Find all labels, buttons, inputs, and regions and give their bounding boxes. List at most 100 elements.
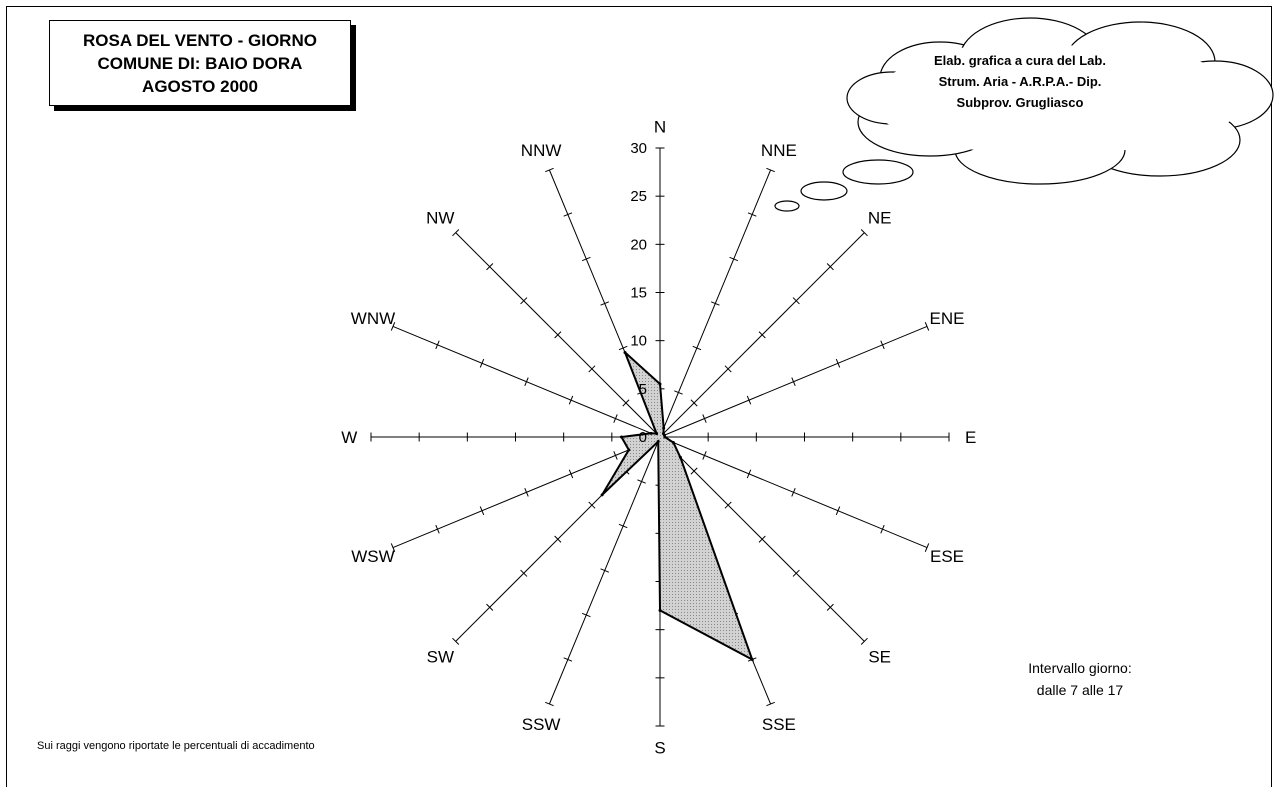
- radial-tick-label-30: 30: [630, 140, 647, 157]
- direction-label-ssw: SSW: [522, 715, 561, 734]
- tick-ene-1: [702, 414, 707, 423]
- tick-ene-5: [880, 340, 885, 350]
- tick-ssw-6: [545, 701, 554, 707]
- tick-nw-2: [588, 365, 596, 373]
- tick-se-1: [690, 467, 698, 475]
- cloud-bubble-core: [870, 45, 1240, 155]
- interval-line-1: Intervallo giorno:: [1028, 660, 1132, 676]
- tick-nw-3: [554, 331, 562, 339]
- direction-label-nw: NW: [426, 208, 454, 227]
- tick-nw-6: [452, 229, 460, 237]
- chart-frame: [6, 6, 1272, 787]
- data-point-sw: [600, 493, 604, 497]
- tick-sse-6: [766, 701, 775, 707]
- direction-label-n: N: [654, 117, 666, 136]
- tick-ne-5: [826, 263, 834, 271]
- direction-label-e: E: [965, 428, 976, 447]
- tick-ese-2: [746, 469, 752, 479]
- data-point-w: [619, 435, 623, 439]
- tick-sw-4: [520, 569, 528, 577]
- tick-wnw-6: [390, 322, 396, 331]
- data-point-nw: [655, 432, 659, 436]
- direction-label-ene: ENE: [930, 309, 965, 328]
- tick-ese-1: [702, 451, 707, 460]
- credit-line-3: Subprov. Grugliasco: [956, 95, 1084, 110]
- data-point-ese: [671, 441, 675, 445]
- tick-se-4: [792, 569, 800, 577]
- tick-ne-2: [724, 365, 732, 373]
- tick-sw-2: [588, 501, 596, 509]
- radial-tick-label-25: 25: [630, 188, 647, 205]
- direction-labels: N NNE NE ENE E ESE SE SSE S SSW SW WSW W WNW NW NNW: [341, 117, 976, 757]
- tick-ese-3: [791, 487, 796, 497]
- data-point-se: [678, 455, 682, 459]
- data-point-nnw: [623, 350, 627, 354]
- direction-label-se: SE: [868, 648, 891, 667]
- tick-wsw-2: [568, 469, 574, 479]
- tick-ssw-5: [563, 657, 573, 662]
- tick-ssw-4: [581, 612, 591, 618]
- tick-nne-5: [747, 212, 757, 217]
- tick-wnw-3: [524, 377, 529, 387]
- tick-nne-6: [766, 167, 775, 173]
- tick-nnw-2: [618, 345, 628, 351]
- thought-dots: [774, 159, 914, 212]
- tick-nnw-5: [563, 212, 573, 217]
- tick-ne-1: [690, 399, 698, 407]
- tick-se-2: [724, 501, 732, 509]
- tick-ne-4: [792, 297, 800, 305]
- radial-tick-label-15: 15: [630, 285, 647, 302]
- tick-ssw-3: [600, 568, 610, 573]
- tick-se-3: [758, 535, 766, 543]
- tick-nw-4: [520, 297, 528, 305]
- tick-nne-1: [674, 390, 683, 395]
- credit-text: Elab. grafica a cura del Lab. Strum. Ari…: [900, 50, 1140, 113]
- interval-line-2: dalle 7 alle 17: [1036, 682, 1124, 698]
- tick-ssw-1: [637, 479, 646, 484]
- tick-se-6: [860, 637, 868, 645]
- data-area: [600, 350, 755, 662]
- direction-label-sse: SSE: [762, 715, 796, 734]
- tick-ene-4: [835, 358, 841, 368]
- tick-sw-5: [486, 603, 494, 611]
- chart-title-line-3: AGOSTO 2000: [142, 76, 258, 96]
- interval-note: Intervallo giorno: dalle 7 alle 17: [1010, 657, 1150, 701]
- tick-sw-3: [554, 535, 562, 543]
- tick-ese-6: [924, 543, 930, 552]
- direction-label-ne: NE: [868, 208, 892, 227]
- tick-ese-5: [880, 524, 885, 534]
- direction-label-wnw: WNW: [351, 309, 395, 328]
- tick-nne-4: [729, 256, 739, 262]
- tick-ne-3: [758, 331, 766, 339]
- direction-label-sw: SW: [427, 648, 454, 667]
- direction-label-nne: NNE: [761, 141, 797, 160]
- data-point-ssw: [656, 439, 660, 443]
- data-point-nne: [662, 426, 666, 430]
- data-point-sse: [750, 658, 754, 662]
- data-point-s: [658, 608, 662, 612]
- direction-label-nnw: NNW: [521, 141, 562, 160]
- tick-wsw-3: [524, 487, 529, 497]
- data-polygon: [601, 351, 755, 662]
- tick-ene-6: [924, 322, 930, 331]
- data-point-n: [658, 382, 662, 386]
- tick-nne-3: [710, 301, 720, 306]
- direction-label-ese: ESE: [930, 547, 964, 566]
- tick-nnw-4: [581, 256, 591, 262]
- credit-line-1: Elab. grafica a cura del Lab.: [934, 53, 1106, 68]
- tick-sw-6: [452, 637, 460, 645]
- direction-label-s: S: [654, 739, 665, 758]
- radial-tick-label-20: 20: [630, 236, 647, 253]
- tick-wsw-4: [479, 506, 485, 516]
- tick-ese-4: [835, 506, 841, 516]
- chart-title-line-1: ROSA DEL VENTO - GIORNO: [83, 30, 317, 50]
- tick-wnw-5: [435, 340, 440, 350]
- chart-title-box: ROSA DEL VENTO - GIORNO COMUNE DI: BAIO …: [49, 20, 351, 106]
- chart-title-line-2: COMUNE DI: BAIO DORA: [97, 53, 303, 73]
- data-point-wnw: [649, 431, 653, 435]
- tick-nne-2: [692, 345, 702, 351]
- radial-tick-labels: 0 5 10 15 20 25 30: [630, 140, 647, 446]
- footnote: Sui raggi vengono riportate le percentua…: [37, 740, 315, 752]
